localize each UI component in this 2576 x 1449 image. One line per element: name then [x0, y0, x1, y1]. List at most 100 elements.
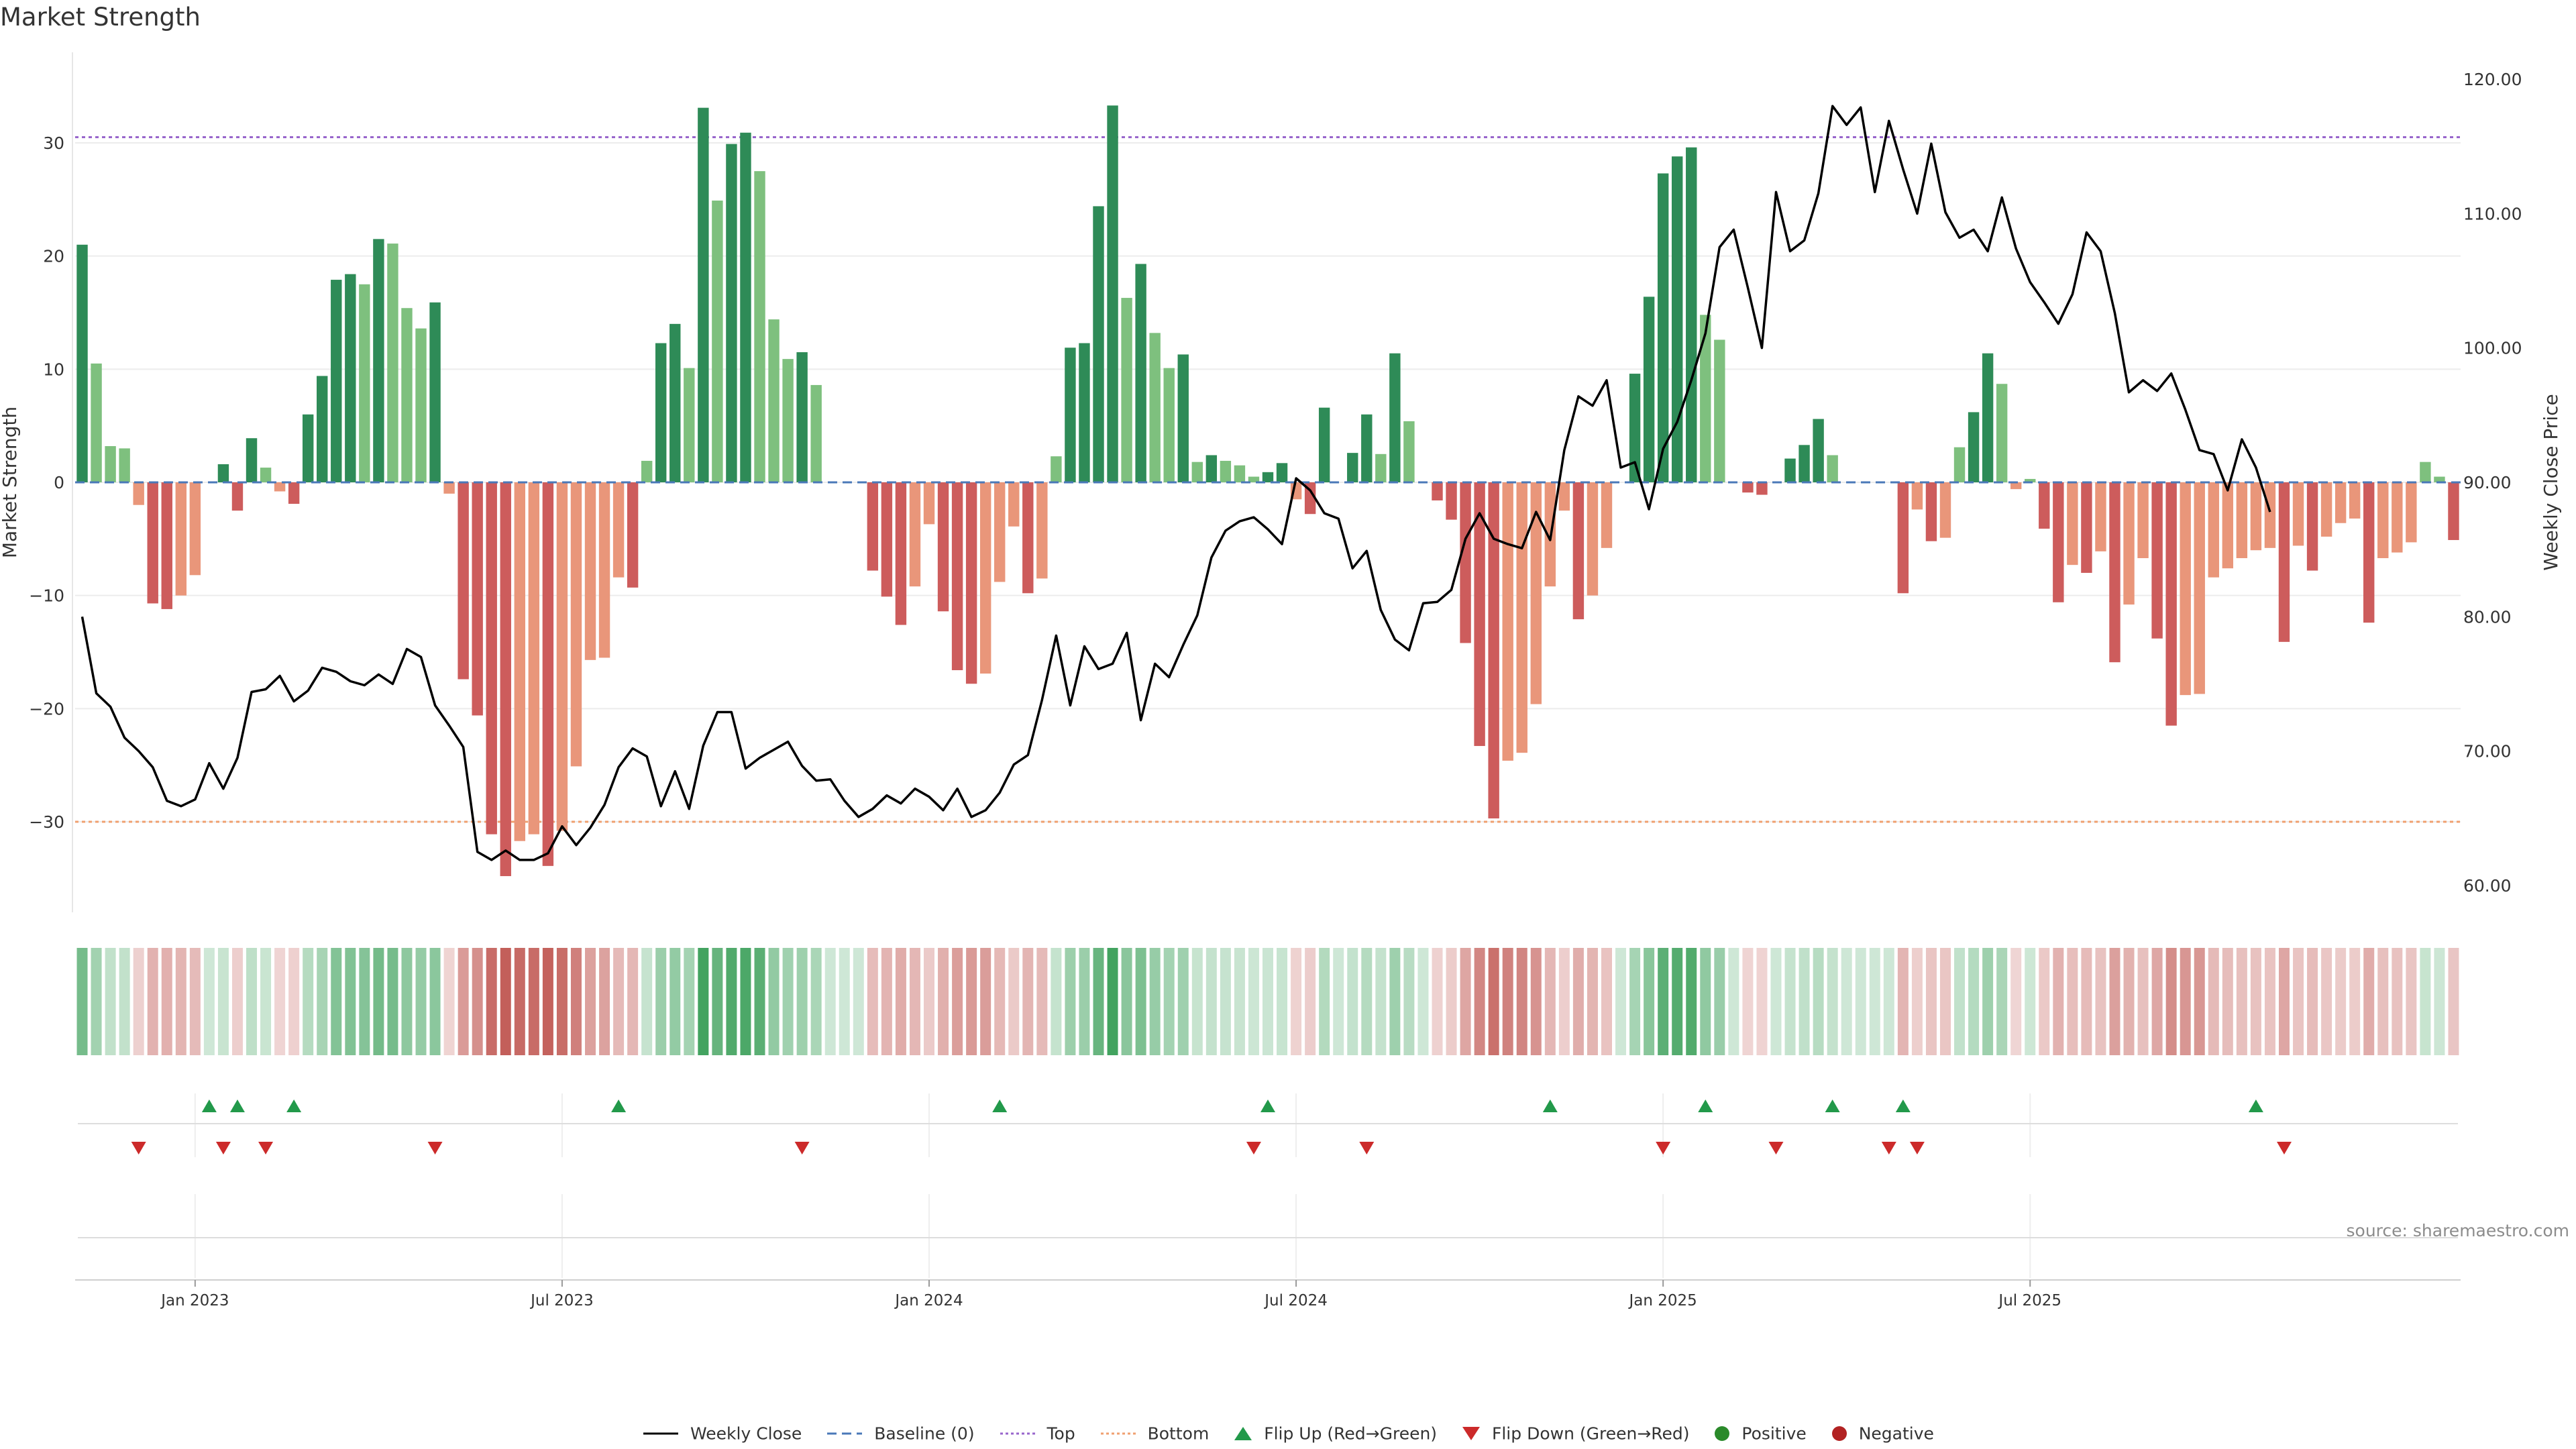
heat-cell [2293, 948, 2304, 1055]
heat-cell [1205, 948, 1217, 1055]
strength-bar [1347, 453, 1358, 482]
strength-bar [2081, 482, 2092, 573]
strength-bar [698, 107, 709, 482]
heat-cell [133, 948, 144, 1055]
heat-cell [1277, 948, 1288, 1055]
legend-flip-up[interactable]: Flip Up (Red→Green) [1233, 1423, 1437, 1443]
flip-down-marker [794, 1142, 810, 1155]
heat-cell [1728, 948, 1739, 1055]
heat-cell [684, 948, 695, 1055]
y2-tick-label: 80.00 [2463, 607, 2512, 627]
strength-bar [429, 302, 441, 482]
strength-bar [2165, 482, 2177, 726]
strength-bar [909, 482, 921, 587]
heat-cell [1065, 948, 1076, 1055]
flip-down-marker [1246, 1142, 1261, 1155]
heat-cell [1417, 948, 1429, 1055]
flip-up-marker [1825, 1099, 1840, 1112]
strength-bar [1530, 482, 1542, 704]
strength-bar [810, 384, 822, 482]
strength-bar [2010, 482, 2022, 490]
heat-cell [698, 948, 709, 1055]
strength-bar [2264, 482, 2276, 548]
heat-cell [895, 948, 906, 1055]
strength-bar [1375, 453, 1387, 482]
strength-bar [684, 368, 695, 482]
strength-bar [331, 280, 342, 482]
strength-bar [1601, 482, 1613, 548]
legend-positive[interactable]: Positive [1713, 1423, 1807, 1443]
heat-cell [2165, 948, 2177, 1055]
strength-bar [1939, 482, 1951, 538]
heat-cell [1008, 948, 1020, 1055]
heat-cell [599, 948, 610, 1055]
flip-up-marker [2248, 1099, 2263, 1112]
heat-cell [1121, 948, 1132, 1055]
heat-cell [1770, 948, 1782, 1055]
strength-bar [443, 482, 455, 494]
strength-bar [1432, 482, 1443, 500]
strength-bar [1107, 105, 1118, 482]
legend-flip-down-label: Flip Down (Green→Red) [1491, 1424, 1690, 1444]
heat-cell [2151, 948, 2163, 1055]
heat-cell [754, 948, 765, 1055]
y-tick-label: 10 [43, 360, 64, 379]
heat-cell [1432, 948, 1443, 1055]
strength-bar [1968, 412, 1980, 482]
heat-cell [2025, 948, 2036, 1055]
legend-weekly-close[interactable]: Weekly Close [642, 1423, 802, 1443]
heat-cell [500, 948, 511, 1055]
strength-bar [1163, 368, 1175, 482]
heat-cell [2392, 948, 2403, 1055]
y-tick-label: 0 [54, 473, 64, 492]
heat-cell [1263, 948, 1273, 1055]
heat-cell [1799, 948, 1810, 1055]
strength-bar [1714, 339, 1725, 482]
strength-bar [472, 482, 483, 716]
strength-bar [570, 482, 582, 767]
heat-cell [317, 948, 328, 1055]
heat-cell [1658, 948, 1669, 1055]
y2-tick-label: 70.00 [2463, 742, 2512, 761]
strength-bar [1827, 455, 1838, 482]
heat-cell [415, 948, 427, 1055]
heat-cell [1248, 948, 1259, 1055]
strength-bar [1460, 482, 1471, 643]
flip-down-marker [1909, 1142, 1925, 1155]
heat-cell [2321, 948, 2332, 1055]
strength-bar [2151, 482, 2163, 639]
legend-bottom[interactable]: Bottom [1099, 1423, 1209, 1443]
strength-bar [881, 482, 893, 597]
strength-bar [895, 482, 907, 625]
heat-cell [1784, 948, 1796, 1055]
legend-top[interactable]: Top [999, 1423, 1075, 1443]
strength-bar [1446, 482, 1457, 520]
flip-up-marker [1895, 1099, 1911, 1112]
heat-cell [1291, 948, 1302, 1055]
y-tick-label: 20 [43, 247, 64, 266]
heat-cell [1629, 948, 1641, 1055]
legend-flip-down[interactable]: Flip Down (Green→Red) [1461, 1423, 1690, 1444]
heat-cell [1403, 948, 1415, 1055]
heat-cell [1051, 948, 1062, 1055]
heat-cell [1530, 948, 1542, 1055]
heat-cell [288, 948, 300, 1055]
strength-bar [2123, 482, 2135, 605]
strength-bar [1304, 482, 1316, 515]
strength-bar [373, 239, 384, 482]
strength-bar [655, 343, 667, 482]
strength-bar [175, 482, 187, 596]
heat-cell [2278, 948, 2290, 1055]
strength-bar [542, 482, 554, 866]
heat-cell [387, 948, 398, 1055]
legend-baseline[interactable]: Baseline (0) [826, 1423, 975, 1443]
heat-cell [1644, 948, 1655, 1055]
strength-bar [105, 446, 116, 482]
strength-bar [923, 482, 935, 525]
strength-bar [1657, 173, 1669, 482]
heat-cell [458, 948, 469, 1055]
heat-cell [712, 948, 723, 1055]
legend-negative[interactable]: Negative [1831, 1423, 1934, 1443]
heat-cell [1079, 948, 1090, 1055]
